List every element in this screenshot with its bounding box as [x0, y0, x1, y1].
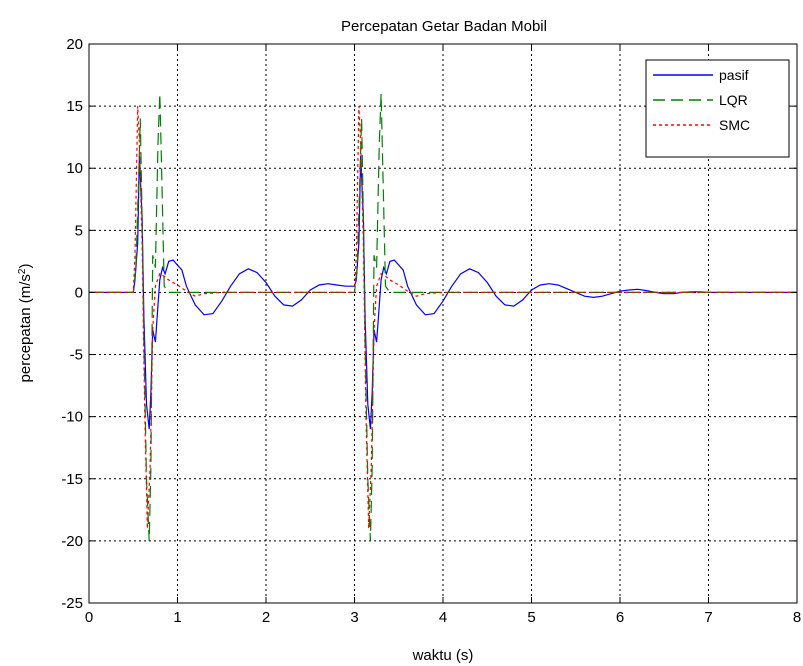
series-line-smc: [89, 106, 797, 529]
tick-layer: 0 1 2 3 4 5 6 7 8 -25 -20 -15 -10 -5 0 5 10 15 20: [61, 36, 801, 626]
chart-title: Percepatan Getar Badan Mobil: [341, 18, 547, 35]
x-tick-label: 2: [262, 609, 270, 626]
y-tick-label: -10: [61, 409, 83, 426]
series-line-pasif: [89, 155, 797, 430]
y-tick-label: 20: [66, 36, 83, 53]
x-tick-label: 7: [704, 609, 712, 626]
y-axis-label: percepatan (m/s2): [17, 264, 35, 383]
legend-label-lqr: LQR: [719, 92, 748, 108]
x-tick-label: 4: [439, 609, 447, 626]
legend-box: [645, 59, 790, 158]
x-tick-label: 6: [616, 609, 624, 626]
x-tick-label: 1: [173, 609, 181, 626]
grid-lines: [89, 44, 797, 603]
legend-label-pasif: pasif: [719, 67, 749, 83]
series-layer: [89, 93, 797, 541]
y-tick-label: -20: [61, 533, 83, 550]
legend-label-smc: SMC: [719, 117, 750, 133]
y-tick-label: 10: [66, 160, 83, 177]
y-tick-label: 15: [66, 98, 83, 115]
x-tick-label: 5: [527, 609, 535, 626]
legend: pasif LQR SMC: [645, 59, 790, 158]
y-tick-label: -25: [61, 595, 83, 612]
x-axis-label: waktu (s): [412, 647, 474, 664]
x-tick-label: 0: [85, 609, 93, 626]
x-tick-label: 8: [793, 609, 801, 626]
y-tick-label: 5: [75, 222, 83, 239]
y-tick-label: -15: [61, 471, 83, 488]
x-tick-label: 3: [350, 609, 358, 626]
y-tick-label: -5: [70, 347, 83, 364]
y-tick-label: 0: [75, 284, 83, 301]
